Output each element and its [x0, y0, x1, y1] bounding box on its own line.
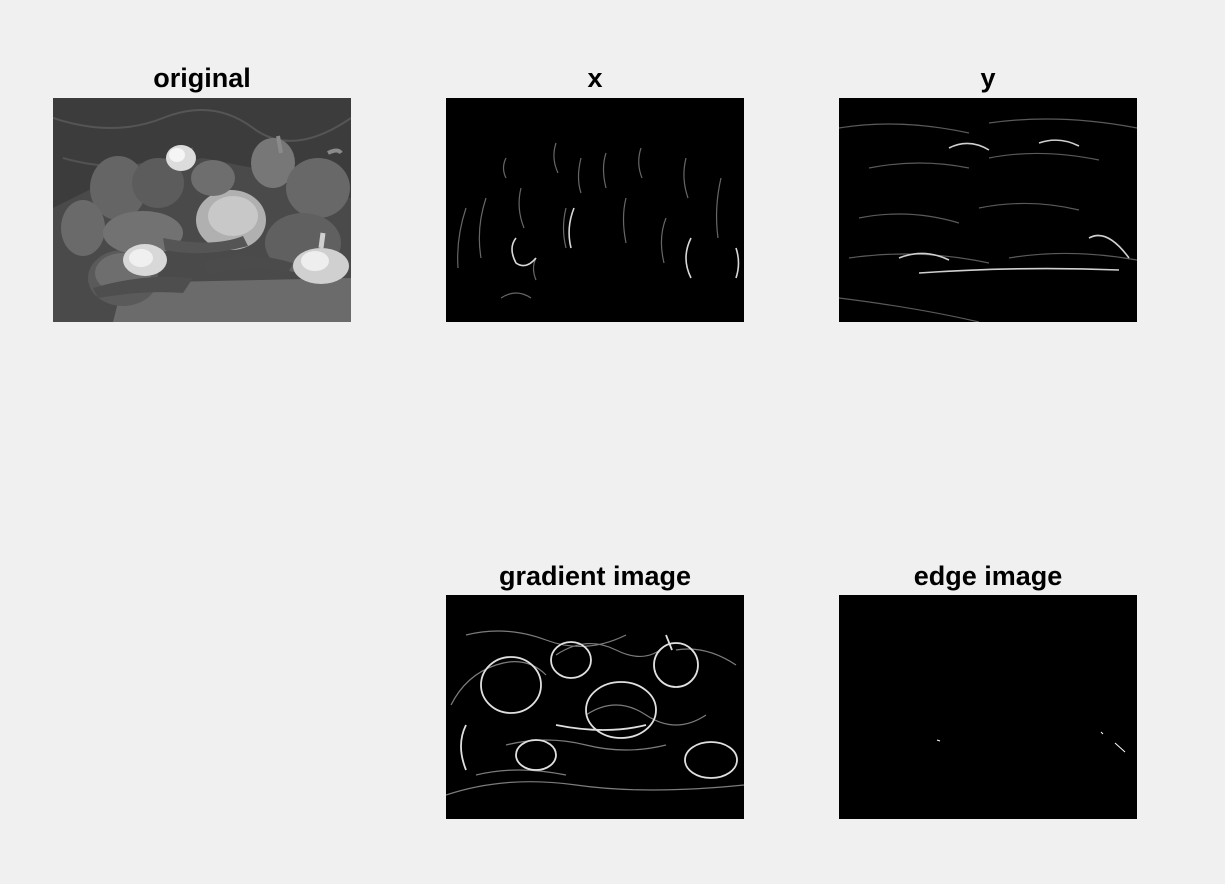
panel-title-y: y: [980, 63, 996, 93]
panel-title-gradient: gradient image: [498, 561, 692, 591]
x-gradient-image: [446, 98, 744, 322]
panel-title-original: original: [153, 63, 251, 93]
edge-image: [839, 595, 1137, 819]
y-gradient-image: [839, 98, 1137, 322]
original-image: [53, 98, 351, 322]
panel-title-x: x: [587, 63, 603, 93]
panel-title-edge: edge image: [913, 561, 1063, 591]
gradient-image: [446, 595, 744, 819]
